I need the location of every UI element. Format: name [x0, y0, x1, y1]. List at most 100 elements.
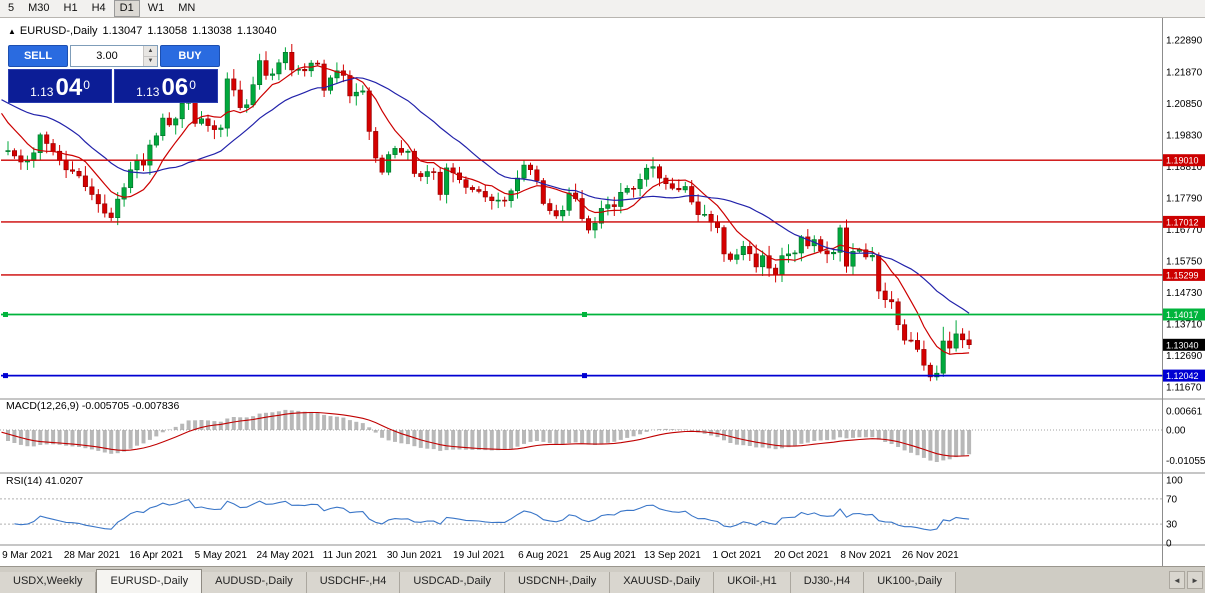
svg-text:1.16770: 1.16770	[1166, 225, 1203, 236]
svg-text:0: 0	[1166, 539, 1172, 550]
quote-open: 1.13047	[102, 25, 143, 37]
chart-tab-dj30-h4[interactable]: DJ30-,H4	[790, 572, 865, 593]
svg-text:30: 30	[1166, 520, 1178, 531]
svg-text:26 Nov 2021: 26 Nov 2021	[902, 550, 959, 561]
timeframe-button-h4[interactable]: H4	[91, 2, 106, 14]
sell-price-pip: 0	[83, 78, 90, 92]
svg-text:1.14730: 1.14730	[1166, 288, 1203, 299]
price-chart-svg: 1.22890 1.21870 1.20850 1.19830 1.18810 1.177…	[0, 18, 1205, 566]
lot-size-value[interactable]: 3.00	[96, 50, 118, 62]
svg-text:1.17012: 1.17012	[1166, 217, 1199, 227]
svg-text:20 Oct 2021: 20 Oct 2021	[774, 550, 829, 561]
chart-symbol-label: EURUSD-,Daily	[19, 25, 98, 37]
macd-indicator-label: MACD(12,26,9) -0.005705 -0.007836	[6, 400, 180, 412]
chart-tabs: USDX,Weekly EURUSD-,Daily AUDUSD-,Daily USD…	[0, 567, 957, 593]
timeframe-button-w1[interactable]: W1	[147, 2, 165, 14]
svg-text:1.21870: 1.21870	[1166, 67, 1203, 78]
sell-price-display[interactable]: 1.13 04 0	[8, 69, 112, 103]
sell-price-digits: 04	[55, 74, 83, 101]
buy-price-digits: 06	[161, 74, 189, 101]
svg-text:-0.01055: -0.01055	[1166, 456, 1205, 467]
chart-tab-xauusd-daily[interactable]: XAUUSD-,Daily	[610, 572, 715, 593]
svg-text:1.22890: 1.22890	[1166, 36, 1203, 47]
svg-text:0.00: 0.00	[1166, 426, 1186, 437]
rsi-panel	[0, 498, 1163, 531]
macd-axis-ticks: 0.00661 0.00 -0.01055	[1166, 406, 1205, 467]
svg-text:25 Aug 2021: 25 Aug 2021	[580, 550, 637, 561]
svg-text:1 Oct 2021: 1 Oct 2021	[712, 550, 761, 561]
macd-histogram	[0, 409, 1163, 462]
candles	[5, 44, 972, 382]
svg-text:0.00661: 0.00661	[1166, 406, 1203, 417]
svg-text:1.15299: 1.15299	[1166, 270, 1199, 280]
svg-text:1.13040: 1.13040	[1166, 340, 1199, 350]
timeframe-button-5[interactable]: 5	[8, 2, 15, 14]
oneclick-collapse-icon[interactable]: ▲	[8, 27, 16, 36]
date-axis-labels: 9 Mar 2021 28 Mar 2021 16 Apr 2021 5 May 20…	[2, 550, 959, 561]
chart-tab-usdcad-daily[interactable]: USDCAD-,Daily	[400, 572, 505, 593]
one-click-trading-panel: SELL 3.00 ▲ ▼ BUY 1.13 04 0 1.13 06 0	[8, 45, 220, 103]
svg-text:16 Apr 2021: 16 Apr 2021	[129, 550, 183, 561]
chart-tab-usdx-weekly[interactable]: USDX,Weekly	[0, 572, 97, 593]
sell-price-prefix: 1.13	[30, 85, 54, 99]
chart-tab-ukoil-h1[interactable]: UKOil-,H1	[714, 572, 791, 593]
tab-scroll-arrows: ◄ ►	[1169, 571, 1203, 589]
buy-price-prefix: 1.13	[136, 85, 160, 99]
tab-scroll-right-icon[interactable]: ►	[1187, 571, 1203, 589]
price-axis-tags: 1.19010 1.17012 1.15299 1.14017 1.12042 1.130…	[1163, 154, 1205, 382]
svg-text:13 Sep 2021: 13 Sep 2021	[644, 550, 701, 561]
svg-text:1.13710: 1.13710	[1166, 320, 1203, 331]
svg-text:1.19010: 1.19010	[1166, 156, 1199, 166]
chart-tab-audusd-daily[interactable]: AUDUSD-,Daily	[202, 572, 307, 593]
svg-text:30 Jun 2021: 30 Jun 2021	[387, 550, 442, 561]
svg-text:5 May 2021: 5 May 2021	[195, 550, 248, 561]
svg-text:1.20850: 1.20850	[1166, 99, 1203, 110]
timeframe-button-m30[interactable]: M30	[28, 2, 50, 14]
chart-tab-eurusd-daily[interactable]: EURUSD-,Daily	[96, 569, 203, 593]
svg-text:1.11670: 1.11670	[1166, 383, 1202, 394]
timeframe-button-d1[interactable]: D1	[113, 0, 140, 17]
timeframe-button-mn[interactable]: MN	[178, 2, 196, 14]
lot-size-field[interactable]: 3.00 ▲ ▼	[70, 45, 158, 67]
quote-high: 1.13058	[147, 25, 188, 37]
chart-tab-usdchf-h4[interactable]: USDCHF-,H4	[306, 572, 401, 593]
chart-area[interactable]: 1.22890 1.21870 1.20850 1.19830 1.18810 1.177…	[0, 18, 1205, 566]
price-axis-ticks: 1.22890 1.21870 1.20850 1.19830 1.18810 1.177…	[1166, 36, 1203, 394]
svg-text:1.12042: 1.12042	[1166, 371, 1199, 381]
lot-spinner-up-icon[interactable]: ▲	[144, 46, 157, 57]
rsi-axis-ticks: 100 70 30 0	[1166, 476, 1183, 550]
chart-tab-usdcnh-daily[interactable]: USDCNH-,Daily	[504, 572, 611, 593]
svg-text:8 Nov 2021: 8 Nov 2021	[840, 550, 892, 561]
svg-text:6 Aug 2021: 6 Aug 2021	[518, 550, 569, 561]
horizontal-level-lines[interactable]	[1, 159, 1163, 379]
panel-separators	[0, 18, 1205, 566]
timeframe-button-h1[interactable]: H1	[63, 2, 78, 14]
chart-tab-uk100-daily[interactable]: UK100-,Daily	[864, 572, 957, 593]
buy-button[interactable]: BUY	[160, 45, 220, 67]
tab-scroll-left-icon[interactable]: ◄	[1169, 571, 1185, 589]
timeframe-toolbar: 5 M30 H1 H4 D1 W1 MN	[0, 0, 1205, 18]
buy-price-pip: 0	[189, 78, 196, 92]
rsi-indicator-label: RSI(14) 41.0207	[6, 475, 84, 487]
quote-low: 1.13038	[192, 25, 232, 37]
svg-text:24 May 2021: 24 May 2021	[256, 550, 314, 561]
chart-tabs-bar: USDX,Weekly EURUSD-,Daily AUDUSD-,Daily USD…	[0, 566, 1205, 593]
svg-text:1.19830: 1.19830	[1166, 130, 1203, 141]
svg-text:9 Mar 2021: 9 Mar 2021	[2, 550, 53, 561]
lot-spinner: ▲ ▼	[143, 46, 157, 66]
svg-text:100: 100	[1166, 476, 1183, 487]
moving-average-lines	[1, 65, 970, 355]
chart-ohlc-header: ▲ EURUSD-,Daily 1.13047 1.13058 1.13038 1.130…	[8, 25, 282, 37]
svg-text:1.14017: 1.14017	[1166, 310, 1199, 320]
lot-spinner-down-icon[interactable]: ▼	[144, 56, 157, 66]
svg-text:1.15750: 1.15750	[1166, 257, 1203, 268]
svg-text:11 Jun 2021: 11 Jun 2021	[323, 550, 378, 561]
svg-text:1.17790: 1.17790	[1166, 193, 1203, 204]
svg-text:1.12690: 1.12690	[1166, 351, 1203, 362]
svg-text:28 Mar 2021: 28 Mar 2021	[64, 550, 121, 561]
sell-button[interactable]: SELL	[8, 45, 68, 67]
svg-text:1.18810: 1.18810	[1166, 162, 1203, 173]
quote-close: 1.13040	[236, 25, 277, 37]
buy-price-display[interactable]: 1.13 06 0	[114, 69, 218, 103]
